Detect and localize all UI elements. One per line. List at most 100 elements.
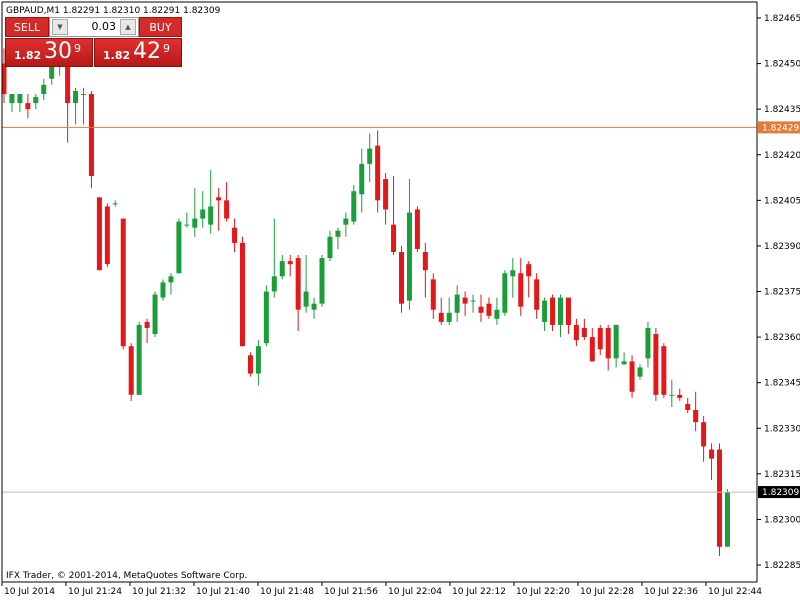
x-tick-label: 10 Jul 21:24 (68, 587, 122, 597)
candle-body (438, 312, 444, 322)
candle-body (534, 279, 540, 310)
x-tick-label: 10 Jul 22:04 (388, 587, 442, 597)
candle (232, 218, 238, 252)
candle (200, 191, 206, 228)
candle (534, 273, 540, 319)
candle (454, 285, 460, 322)
candle (343, 212, 349, 237)
candle (17, 93, 23, 113)
candle (446, 297, 452, 325)
x-tick-label: 10 Jul 21:40 (196, 587, 250, 597)
candle-body (271, 276, 277, 292)
candle (391, 176, 397, 256)
candle-body (430, 279, 436, 310)
candle-body (335, 230, 341, 237)
candle (367, 133, 373, 183)
candle-body (470, 300, 476, 302)
ask-fraction: 9 (163, 42, 170, 55)
candle-body (295, 258, 301, 310)
candle (136, 321, 142, 395)
candle (502, 270, 508, 316)
candle (240, 236, 245, 347)
plot-frame (1, 1, 758, 583)
bid-price-tag: 1.82309 (758, 486, 800, 499)
y-tick-label: 1.82435 (764, 105, 800, 115)
candle-body (391, 224, 397, 252)
y-tick-label: 1.82345 (764, 379, 800, 389)
candle (128, 343, 134, 401)
x-tick-label: 10 Jul 21:56 (324, 587, 378, 597)
candle-body (526, 264, 532, 277)
lot-decrease-icon[interactable]: ▼ (52, 19, 68, 35)
symbol-info: GBPAUD,M1 1.82291 1.82310 1.82291 1.8230… (6, 6, 221, 16)
bid-price-button[interactable]: 1.82 30 9 (5, 38, 93, 67)
candle-body (49, 66, 55, 79)
candle (96, 197, 102, 271)
candle (263, 285, 269, 347)
candle (414, 206, 420, 252)
candle (494, 297, 500, 325)
buy-button[interactable]: BUY (139, 17, 182, 37)
candle (49, 63, 55, 85)
candle (430, 273, 436, 319)
candle-body (319, 258, 325, 304)
candle (406, 179, 412, 310)
svg-text:1.82309: 1.82309 (762, 488, 799, 498)
bid-fraction: 9 (74, 42, 81, 55)
candle-body (414, 209, 420, 249)
lot-size-value[interactable]: 0.03 (91, 20, 117, 33)
candle (717, 443, 722, 556)
candle-body (454, 294, 460, 313)
sell-button[interactable]: SELL (5, 17, 49, 37)
y-tick-label: 1.82330 (764, 424, 800, 434)
candle (104, 203, 110, 268)
candle-body (1, 63, 7, 94)
candle-body (717, 449, 722, 547)
candle-body (327, 236, 333, 259)
candle (120, 218, 126, 350)
candle (176, 218, 182, 274)
candle-body (669, 394, 675, 396)
candle-body (693, 410, 699, 423)
candle (399, 245, 404, 313)
candle-body (112, 203, 118, 205)
candle-body (653, 334, 659, 395)
candle-body (287, 261, 293, 265)
x-tick-label: 10 Jul 22:12 (452, 587, 506, 597)
candle (247, 352, 253, 377)
candle-body (558, 297, 563, 325)
candle-body (605, 327, 611, 359)
candle-body (200, 209, 206, 219)
candle-body (661, 346, 667, 395)
candle (65, 57, 71, 143)
lot-increase-icon[interactable]: ▲ (120, 19, 136, 35)
candle-body (303, 291, 309, 307)
candle-body (208, 206, 214, 225)
ask-price-tag: 1.82429 (758, 121, 800, 134)
candle-body (65, 63, 71, 104)
candle-body (613, 324, 619, 359)
candle-body (17, 93, 23, 104)
ask-price-button[interactable]: 1.82 42 9 (94, 38, 182, 67)
y-tick-label: 1.82450 (764, 60, 800, 70)
candle-body (399, 251, 404, 304)
candle (279, 255, 285, 280)
candle-body (383, 179, 389, 210)
candle-body (9, 93, 15, 104)
candle-body (81, 93, 86, 95)
y-tick-label: 1.82420 (764, 151, 800, 161)
candle-body (120, 218, 126, 347)
candle-body (542, 300, 548, 322)
y-tick-label: 1.82315 (764, 470, 800, 480)
candle-body (573, 324, 579, 341)
candle-body (136, 324, 142, 395)
candle (73, 87, 79, 125)
candle-body (224, 200, 230, 219)
candle (709, 443, 715, 480)
candle-body (637, 367, 643, 377)
candle (303, 255, 309, 313)
candle (375, 130, 381, 213)
lot-size-input[interactable]: ▼ 0.03 ▲ (49, 17, 139, 37)
candle (144, 318, 150, 344)
